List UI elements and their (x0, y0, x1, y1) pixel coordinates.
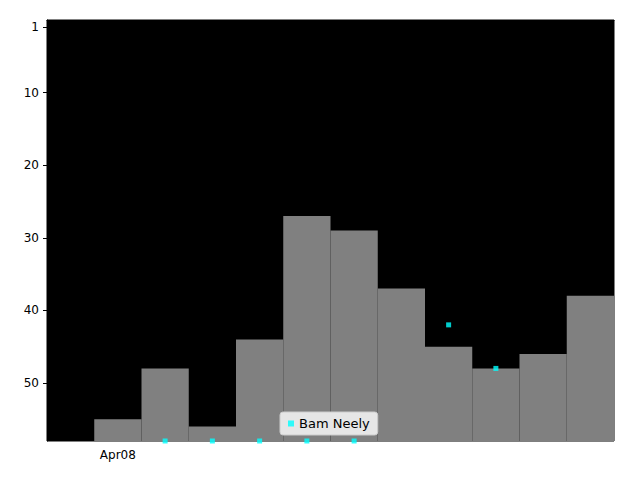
svg-text:Apr08: Apr08 (100, 448, 136, 462)
svg-text:30: 30 (24, 231, 39, 245)
svg-text:10: 10 (24, 86, 39, 100)
svg-text:1: 1 (31, 20, 39, 34)
svg-text:50: 50 (24, 376, 39, 390)
svg-text:20: 20 (24, 158, 39, 172)
svg-text:Bam Neely: Bam Neely (299, 416, 370, 431)
svg-text:40: 40 (24, 303, 39, 317)
